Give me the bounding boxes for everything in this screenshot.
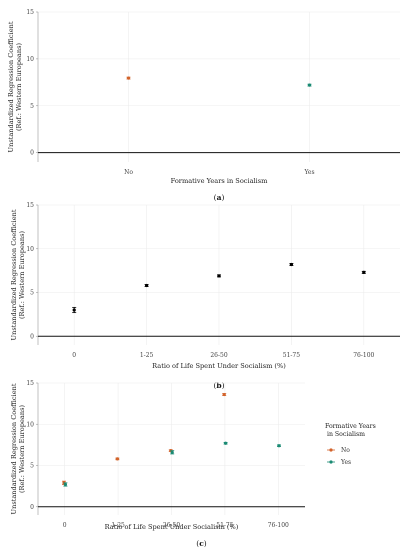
caption-open-paren: (	[214, 193, 217, 202]
panel-caption: (c)	[196, 539, 207, 548]
caption-close-paren: )	[204, 539, 207, 548]
data-point	[72, 308, 76, 312]
legend-title-line2: in Socialism	[327, 431, 365, 438]
y-tick-label: 0	[30, 504, 34, 511]
x-tick-label: Yes	[303, 169, 314, 176]
caption-open-paren: (	[196, 539, 199, 548]
y-tick-label: 5	[30, 103, 34, 110]
data-point	[145, 283, 149, 288]
x-axis-title: Ratio of Life Spent Under Socialism (%)	[105, 523, 239, 531]
data-point	[307, 83, 312, 87]
y-tick-label: 15	[26, 380, 34, 387]
y-tick-label: 10	[26, 246, 34, 253]
y-tick-label: 5	[30, 290, 34, 297]
x-tick-label: 0	[63, 522, 67, 529]
caption-open-paren: (	[213, 381, 216, 390]
y-axis-title: Unstandardized Regression Coefficient	[7, 21, 15, 152]
y-tick-label: 10	[26, 56, 34, 63]
y-tick-label: 0	[30, 150, 34, 157]
x-axis-title: Formative Years in Socialism	[171, 177, 269, 185]
y-tick-label: 5	[30, 463, 34, 470]
y-tick-label: 15	[26, 202, 34, 209]
panel-caption: (b)	[213, 381, 224, 390]
y-axis-subtitle: (Ref.: Western Europeans)	[15, 43, 23, 131]
data-point	[115, 457, 119, 461]
data-point	[217, 274, 221, 278]
data-point	[224, 441, 228, 445]
data-point	[289, 262, 293, 267]
data-point	[277, 444, 281, 448]
caption-letter: b	[216, 381, 221, 390]
y-tick-label: 10	[26, 421, 34, 428]
x-tick-label: 51-75	[216, 522, 233, 529]
legend-title: Formative Years	[325, 423, 376, 430]
caption-letter: a	[217, 193, 222, 202]
y-tick-label: 0	[30, 333, 34, 340]
data-point	[126, 76, 131, 80]
legend-swatch-point	[329, 448, 333, 452]
panel-caption: (a)	[214, 193, 225, 202]
data-point	[362, 270, 366, 274]
x-axis-title: Ratio of Life Spent Under Socialism (%)	[152, 362, 286, 370]
y-axis-title: Unstandardized Regression Coefficient	[10, 209, 18, 340]
chart-panel-b: 0 5 10 15 0 1-25 26-50 51-75 76-100 Ratio of Life…	[10, 202, 400, 390]
caption-letter: c	[199, 539, 204, 548]
legend-label: Yes	[340, 459, 351, 466]
y-axis-subtitle: (Ref.: Western Europeans)	[18, 405, 26, 493]
x-tick-label: 26-50	[163, 522, 180, 529]
y-axis-title: Unstandardized Regression Coefficient	[10, 383, 18, 514]
data-point	[63, 482, 67, 487]
caption-close-paren: )	[222, 381, 225, 390]
chart-panel-a: 0 5 10 15 No Yes Formative Years in Socialism U…	[7, 9, 400, 202]
x-tick-label: No	[124, 169, 133, 176]
x-tick-label: 76-100	[268, 522, 289, 529]
data-point	[222, 392, 226, 397]
y-axis-subtitle: (Ref.: Western Europeans)	[18, 231, 26, 319]
x-tick-label: 51-75	[283, 352, 300, 359]
x-tick-label: 26-50	[210, 352, 227, 359]
x-tick-label: 1-25	[140, 352, 154, 359]
legend-label: No	[341, 447, 350, 454]
chart-panel-c: 0 5 10 15 0 1-25 26-50 51-75 76-100 Ratio of Life…	[10, 380, 376, 548]
caption-close-paren: )	[221, 193, 224, 202]
x-tick-label: 0	[72, 352, 76, 359]
x-tick-label: 1-25	[111, 522, 125, 529]
x-tick-label: 76-100	[353, 352, 374, 359]
data-point	[170, 450, 174, 454]
y-tick-label: 15	[26, 9, 34, 16]
legend-swatch-point	[329, 460, 333, 464]
